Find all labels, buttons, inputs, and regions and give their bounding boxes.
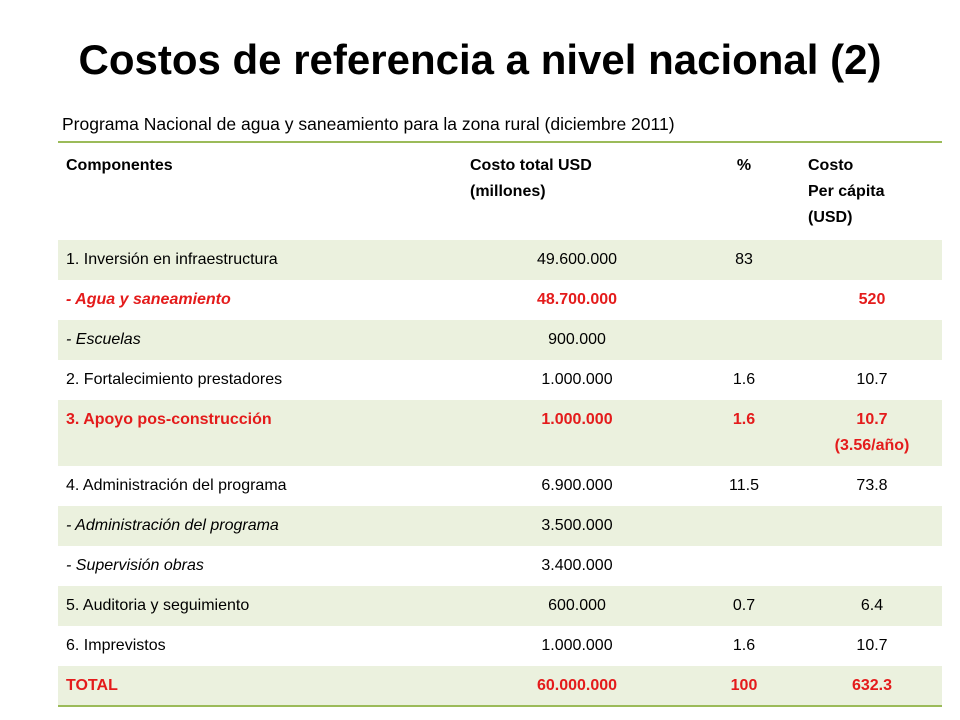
row-percent: 100 xyxy=(730,676,758,694)
row-total: 600.000 xyxy=(548,597,606,614)
row-total: 1.000.000 xyxy=(541,637,613,654)
header-per-capita: Costo Per cápita (USD) xyxy=(808,157,885,226)
table-row: - Supervisión obras 3.400.000 xyxy=(58,546,942,586)
costs-table: Componentes Costo total USD (millones) %… xyxy=(58,141,942,707)
row-percent: 83 xyxy=(735,251,753,268)
table-row-total: TOTAL 60.000.000 100 632.3 xyxy=(58,666,942,706)
row-per-capita: 73.8 xyxy=(856,477,888,494)
header-costo-total: Costo total USD (millones) xyxy=(470,157,592,200)
table-row: 4. Administración del programa 6.900.000… xyxy=(58,466,942,506)
table-row: - Agua y saneamiento 48.700.000 520 xyxy=(58,280,942,320)
row-per-capita: 10.7 xyxy=(856,637,888,654)
row-total: 1.000.000 xyxy=(541,411,613,428)
table-row: - Escuelas 900.000 xyxy=(58,320,942,360)
row-label: 1. Inversión en infraestructura xyxy=(66,251,278,268)
row-label: 2. Fortalecimiento prestadores xyxy=(66,371,283,388)
table-caption: Programa Nacional de agua y saneamiento … xyxy=(62,114,675,134)
per-capita-value: 10.7 xyxy=(856,411,888,428)
row-total: 1.000.000 xyxy=(541,371,613,388)
row-percent xyxy=(686,506,802,546)
row-label: 5. Auditoria y seguimiento xyxy=(66,597,250,614)
row-label: 3. Apoyo pos-construcción xyxy=(66,411,272,428)
row-label: - Supervisión obras xyxy=(66,557,204,574)
row-label: - Agua y saneamiento xyxy=(66,291,231,308)
row-per-capita xyxy=(802,240,942,280)
row-per-capita: 10.7 xyxy=(856,371,888,388)
table-row: - Administración del programa 3.500.000 xyxy=(58,506,942,546)
row-percent xyxy=(686,320,802,360)
table-row: 6. Imprevistos 1.000.000 1.6 10.7 xyxy=(58,626,942,666)
row-total: 6.900.000 xyxy=(541,477,613,494)
row-per-capita: 10.7 (3.56/año) xyxy=(802,400,942,466)
per-capita-note: (3.56/año) xyxy=(834,437,910,454)
row-per-capita xyxy=(802,546,942,586)
row-per-capita xyxy=(802,320,942,360)
row-total: 49.600.000 xyxy=(536,251,618,268)
row-total: 60.000.000 xyxy=(536,676,618,694)
page-title: Costos de referencia a nivel nacional (2… xyxy=(78,36,882,83)
row-percent: 0.7 xyxy=(732,597,756,614)
row-per-capita: 6.4 xyxy=(860,597,884,614)
row-label: 6. Imprevistos xyxy=(66,637,166,654)
row-percent xyxy=(686,546,802,586)
row-per-capita: 632.3 xyxy=(851,676,893,694)
row-total: 3.400.000 xyxy=(541,557,613,574)
row-per-capita: 520 xyxy=(858,291,886,308)
row-total: 48.700.000 xyxy=(536,291,618,308)
header-componentes: Componentes xyxy=(66,157,173,174)
table-row: 3. Apoyo pos-construcción 1.000.000 1.6 … xyxy=(58,400,942,466)
table-row: 2. Fortalecimiento prestadores 1.000.000… xyxy=(58,360,942,400)
row-label: TOTAL xyxy=(66,676,118,694)
table-header: Componentes Costo total USD (millones) %… xyxy=(58,142,942,240)
row-total: 900.000 xyxy=(548,331,606,348)
row-percent: 1.6 xyxy=(732,411,756,428)
row-label: - Administración del programa xyxy=(66,517,279,534)
row-total: 3.500.000 xyxy=(541,517,613,534)
table-row: 1. Inversión en infraestructura 49.600.0… xyxy=(58,240,942,280)
header-percent: % xyxy=(736,157,752,174)
row-percent: 1.6 xyxy=(732,637,756,654)
row-label: 4. Administración del programa xyxy=(66,477,287,494)
row-percent: 11.5 xyxy=(729,477,759,494)
row-percent xyxy=(686,280,802,320)
row-percent: 1.6 xyxy=(732,371,756,388)
row-per-capita xyxy=(802,506,942,546)
row-label: - Escuelas xyxy=(66,331,141,348)
table-row: 5. Auditoria y seguimiento 600.000 0.7 6… xyxy=(58,586,942,626)
